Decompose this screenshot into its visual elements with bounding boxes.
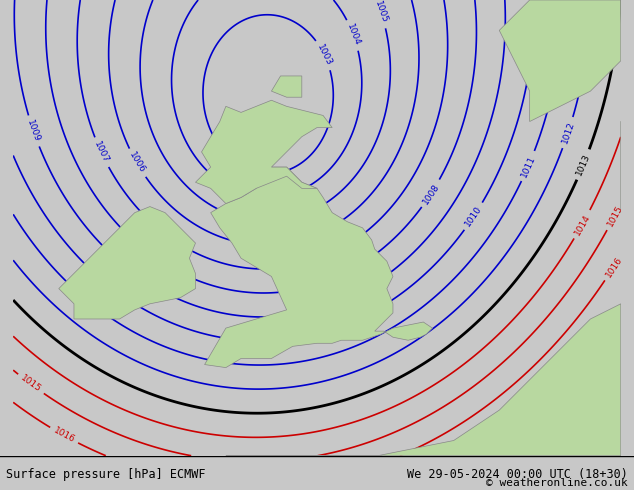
Text: 1013: 1013 (574, 152, 592, 177)
Text: 1009: 1009 (25, 119, 42, 144)
Text: © weatheronline.co.uk: © weatheronline.co.uk (486, 478, 628, 488)
Polygon shape (195, 100, 332, 203)
Polygon shape (271, 76, 302, 97)
Text: 1015: 1015 (605, 203, 624, 228)
Text: Surface pressure [hPa] ECMWF: Surface pressure [hPa] ECMWF (6, 467, 206, 481)
Polygon shape (59, 207, 195, 319)
Text: 1010: 1010 (463, 204, 484, 228)
Text: 1016: 1016 (604, 255, 624, 279)
Polygon shape (226, 304, 621, 456)
Text: 1003: 1003 (315, 43, 333, 67)
Text: 1005: 1005 (373, 0, 389, 25)
Text: 1011: 1011 (519, 154, 537, 178)
Polygon shape (500, 0, 621, 122)
Text: We 29-05-2024 00:00 UTC (18+30): We 29-05-2024 00:00 UTC (18+30) (407, 467, 628, 481)
Text: 1016: 1016 (52, 426, 76, 445)
Text: 1004: 1004 (345, 23, 361, 48)
Polygon shape (621, 106, 634, 213)
Text: 1014: 1014 (573, 212, 592, 237)
Text: 1007: 1007 (93, 140, 110, 165)
Polygon shape (205, 167, 432, 368)
Text: 1006: 1006 (127, 151, 147, 175)
Text: 1015: 1015 (19, 374, 42, 394)
Text: 1012: 1012 (560, 121, 576, 145)
Text: 1008: 1008 (421, 181, 441, 206)
